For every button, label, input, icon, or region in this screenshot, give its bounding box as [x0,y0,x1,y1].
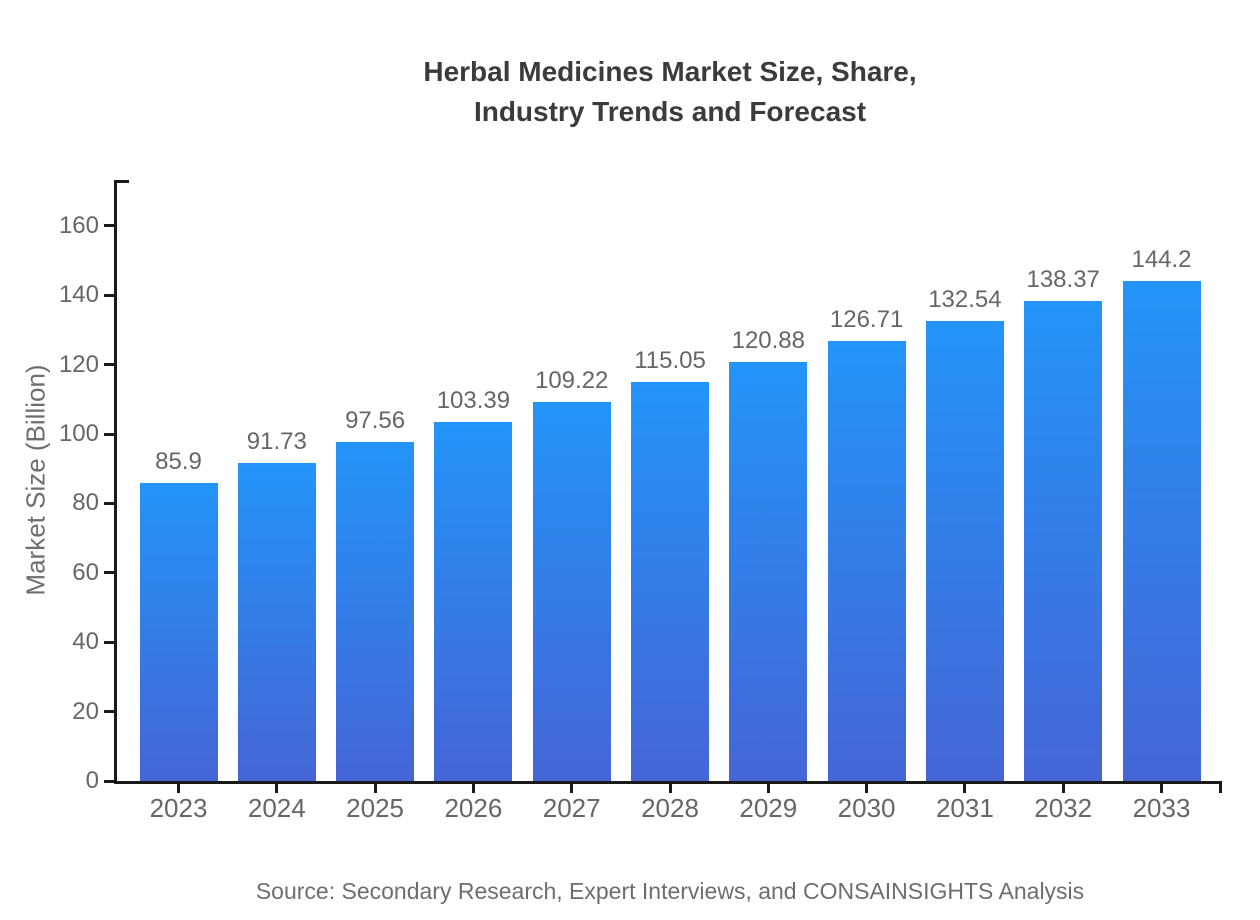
bar-value-label: 132.54 [928,286,1002,314]
x-tick-label: 2033 [1132,793,1191,823]
x-tick-mark [471,781,475,793]
bar-2025 [336,442,415,781]
y-tick-label: 100 [58,420,99,447]
y-tick-mark [104,779,115,783]
bar-2033 [1122,280,1201,781]
x-tick-label: 2026 [444,793,503,823]
x-tick-label: 2029 [739,793,798,823]
y-tick-label: 120 [58,350,99,378]
y-tick-mark [104,571,115,575]
y-tick-label: 60 [72,558,99,586]
x-tick-label: 2030 [837,793,896,823]
bar-value-label: 138.37 [1026,265,1100,293]
bar-2031 [925,321,1004,781]
bar-value-label: 126.71 [829,306,904,334]
x-tick-mark [865,781,869,793]
x-axis-end-cap [1219,781,1222,793]
bar-2030 [827,341,906,781]
x-axis-line [114,781,1222,784]
y-tick-label: 20 [72,697,99,725]
bar-2032 [1024,300,1103,781]
y-tick-mark [104,293,115,297]
bar-value-label: 109.22 [534,367,609,394]
bar-2028 [631,381,709,781]
bar-value-label: 120.88 [731,326,805,354]
y-tick-label: 40 [72,628,99,656]
x-tick-mark [1160,781,1163,793]
y-tick-label: 80 [72,489,99,517]
bar-value-label: 144.2 [1131,245,1192,273]
chart-title-line-2: Industry Trends and Forecast [473,96,867,127]
y-tick-mark [104,640,115,644]
y-axis-line [114,180,117,784]
y-tick-mark [104,501,115,505]
x-tick-label: 2023 [149,793,208,823]
y-tick-mark [104,710,115,714]
bar-value-label: 97.56 [345,407,406,435]
y-tick-label: 0 [85,767,99,794]
y-tick-mark [104,224,115,228]
x-tick-label: 2027 [542,793,601,823]
x-tick-mark [766,781,770,793]
x-tick-mark [570,781,574,793]
bar-2023 [139,482,218,781]
y-tick-mark [104,363,115,367]
x-tick-label: 2028 [641,793,699,823]
y-axis-top-cap [114,180,129,183]
bar-value-label: 103.39 [436,387,511,415]
bar-2024 [237,462,316,781]
x-tick-label: 2024 [247,793,306,823]
bar-2029 [729,361,808,781]
chart-title: Herbal Medicines Market Size, Share, Ind… [80,52,1260,132]
x-tick-mark [963,781,967,793]
bar-value-label: 91.73 [246,427,307,455]
bar-value-label: 115.05 [634,346,706,374]
bar-value-label: 85.9 [155,447,202,475]
x-tick-mark [373,781,377,793]
x-tick-label: 2031 [935,793,994,823]
y-tick-label: 140 [58,281,99,309]
x-tick-mark [1061,781,1065,793]
x-tick-mark [177,781,180,793]
y-tick-label: 160 [58,211,99,239]
bar-2026 [434,422,513,781]
y-tick-mark [104,432,115,436]
x-tick-mark [275,781,279,793]
x-tick-label: 2025 [346,793,405,823]
chart-title-line-1: Herbal Medicines Market Size, Share, [423,56,917,87]
x-tick-label: 2032 [1034,793,1093,823]
source-attribution: Source: Secondary Research, Expert Inter… [255,878,1085,904]
bar-2027 [532,402,611,781]
x-tick-mark [668,781,672,793]
